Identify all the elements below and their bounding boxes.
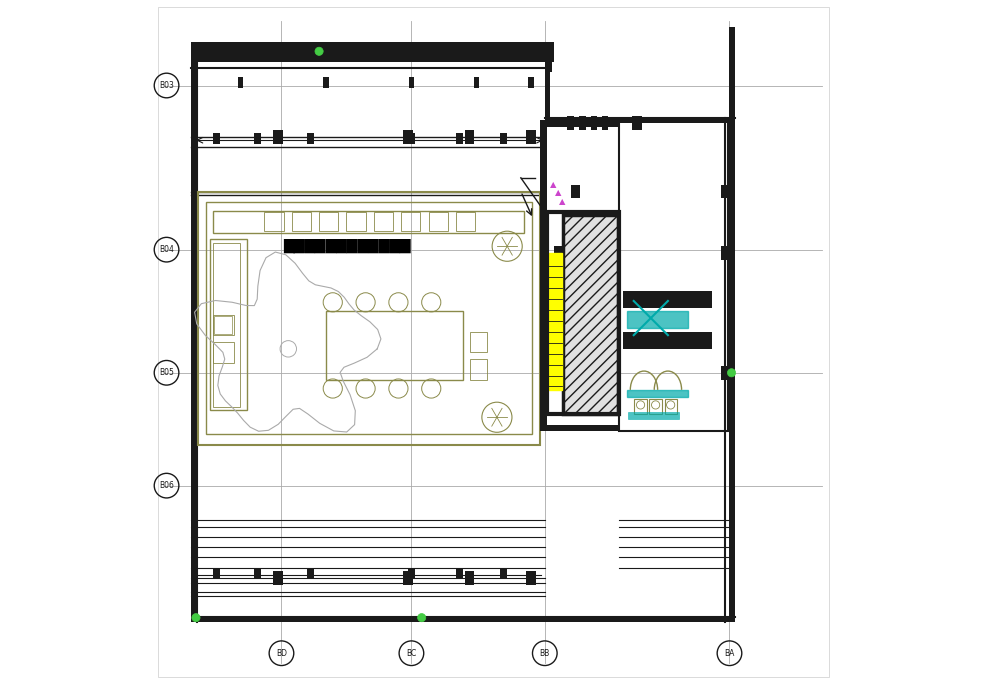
Bar (318, 212, 338, 231)
Bar (273, 571, 283, 585)
Bar (198, 192, 539, 445)
Bar (544, 118, 735, 123)
Bar (473, 77, 478, 88)
Bar (649, 399, 661, 414)
Bar (469, 332, 486, 352)
Bar (544, 42, 550, 123)
Bar (428, 212, 448, 231)
Bar (729, 27, 735, 622)
Bar (214, 316, 232, 334)
Bar (253, 133, 260, 144)
Bar (526, 130, 535, 144)
Bar (563, 215, 617, 414)
Circle shape (191, 614, 200, 622)
Bar (191, 62, 196, 622)
Text: B03: B03 (159, 81, 174, 90)
Bar (374, 212, 392, 231)
Bar (721, 366, 730, 380)
Bar (628, 412, 678, 419)
Bar (544, 42, 551, 72)
Text: ▲: ▲ (558, 196, 565, 206)
Circle shape (417, 614, 425, 622)
Bar (618, 120, 728, 431)
Bar (346, 212, 365, 231)
Bar (325, 311, 462, 380)
Bar (526, 571, 535, 585)
Bar (206, 202, 531, 434)
Bar (500, 133, 507, 144)
Bar (213, 211, 524, 233)
Bar (528, 77, 533, 88)
Bar (456, 212, 474, 231)
Bar (721, 246, 730, 260)
Text: B05: B05 (159, 368, 174, 378)
Bar (456, 568, 462, 578)
Bar (403, 130, 412, 144)
Bar (322, 77, 328, 88)
Bar (292, 212, 311, 231)
Bar (539, 425, 618, 431)
Bar (500, 568, 507, 578)
Bar (626, 311, 688, 328)
Bar (307, 568, 314, 578)
Text: ████████████: ████████████ (282, 239, 410, 253)
Bar (567, 116, 574, 130)
Text: BD: BD (276, 648, 287, 658)
Bar (632, 116, 641, 130)
Bar (579, 116, 586, 130)
Bar (213, 342, 234, 363)
Text: BC: BC (406, 648, 416, 658)
Bar (400, 212, 420, 231)
Bar (403, 571, 412, 585)
Bar (213, 133, 220, 144)
Bar (456, 133, 462, 144)
Bar (539, 121, 618, 127)
Bar (469, 359, 486, 380)
Bar (554, 246, 563, 260)
Bar (209, 239, 247, 410)
Bar (213, 243, 241, 407)
Bar (273, 130, 283, 144)
Bar (408, 77, 414, 88)
Bar (307, 133, 314, 144)
Circle shape (727, 369, 735, 377)
Bar (721, 185, 730, 198)
Bar (539, 120, 546, 431)
Bar (546, 253, 561, 390)
Bar (634, 399, 646, 414)
Text: BA: BA (724, 648, 734, 658)
Bar (407, 568, 414, 578)
Bar (264, 212, 283, 231)
Bar (213, 315, 234, 335)
Circle shape (315, 47, 322, 55)
Bar (623, 291, 712, 308)
Bar (590, 116, 597, 130)
Text: ▲: ▲ (549, 180, 556, 189)
Bar (626, 390, 688, 397)
Bar (238, 77, 243, 88)
Text: B04: B04 (159, 245, 174, 254)
Bar (213, 568, 220, 578)
Bar (464, 130, 474, 144)
Text: ▲: ▲ (554, 188, 560, 198)
Bar (191, 42, 553, 62)
Bar (570, 185, 580, 198)
Bar (464, 571, 474, 585)
Bar (600, 116, 607, 130)
Text: B06: B06 (159, 481, 174, 490)
Bar (546, 212, 618, 414)
Bar (407, 133, 414, 144)
Bar (623, 332, 712, 349)
Bar (253, 568, 260, 578)
Bar (664, 399, 676, 414)
Text: BB: BB (539, 648, 549, 658)
Bar (191, 617, 735, 622)
